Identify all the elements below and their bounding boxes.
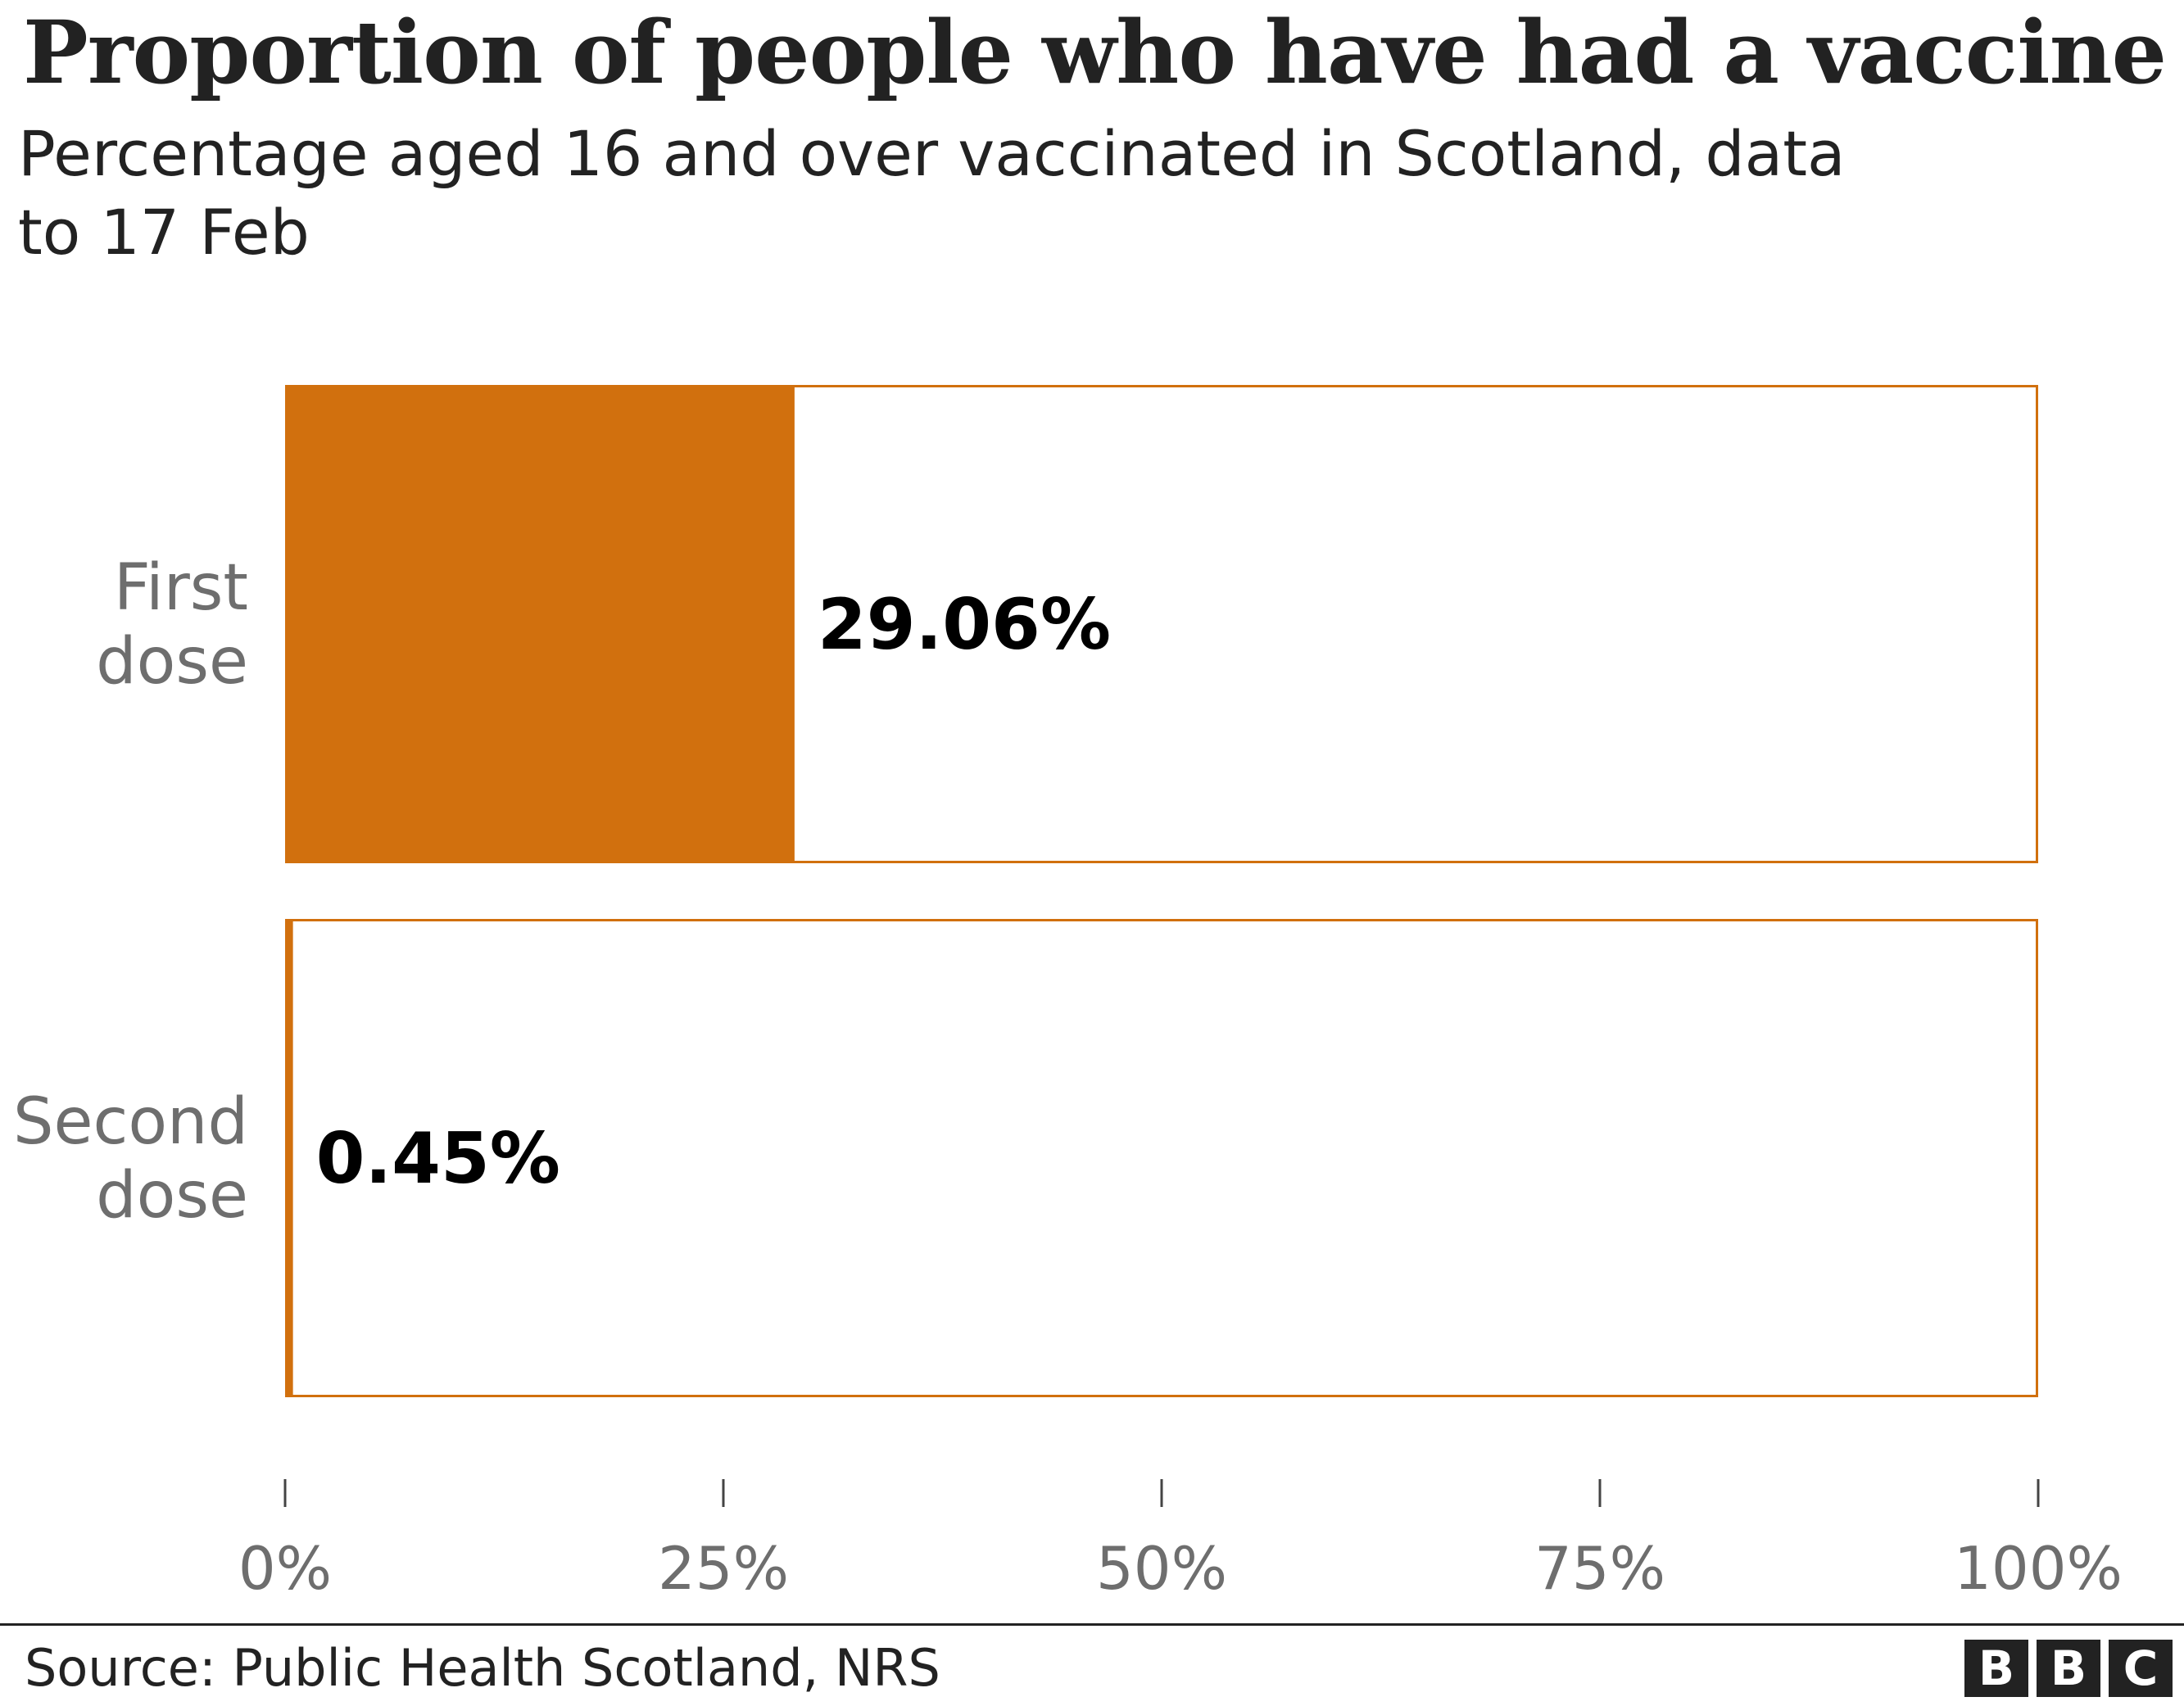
x-tick-label: 25% xyxy=(658,1534,789,1603)
x-tick-label: 50% xyxy=(1096,1534,1227,1603)
bbc-logo-letter: B xyxy=(1964,1640,2028,1697)
bar-fill xyxy=(285,919,293,1397)
chart-title: Proportion of people who have had a vacc… xyxy=(23,1,2167,103)
x-tick-label: 75% xyxy=(1534,1534,1665,1603)
bar-fill xyxy=(285,385,795,863)
footer-divider xyxy=(0,1623,2184,1626)
chart-subtitle: Percentage aged 16 and over vaccinated i… xyxy=(18,117,1846,269)
bbc-logo-letter: B xyxy=(2037,1640,2100,1697)
source-note: Source: Public Health Scotland, NRS xyxy=(25,1638,940,1698)
category-label: dose xyxy=(96,1159,248,1233)
bar-outline xyxy=(285,385,2038,863)
value-label: 0.45% xyxy=(316,1118,560,1200)
bar-outline xyxy=(285,919,2038,1397)
x-tick-label: 0% xyxy=(238,1534,332,1603)
value-label: 29.06% xyxy=(818,584,1111,666)
x-tick-label: 100% xyxy=(1954,1534,2123,1603)
category-label: First xyxy=(114,551,248,625)
category-label: Second xyxy=(13,1085,248,1159)
category-label: dose xyxy=(96,625,248,699)
bbc-logo-letter: C xyxy=(2109,1640,2173,1697)
bbc-logo: B B C xyxy=(1964,1640,2173,1697)
